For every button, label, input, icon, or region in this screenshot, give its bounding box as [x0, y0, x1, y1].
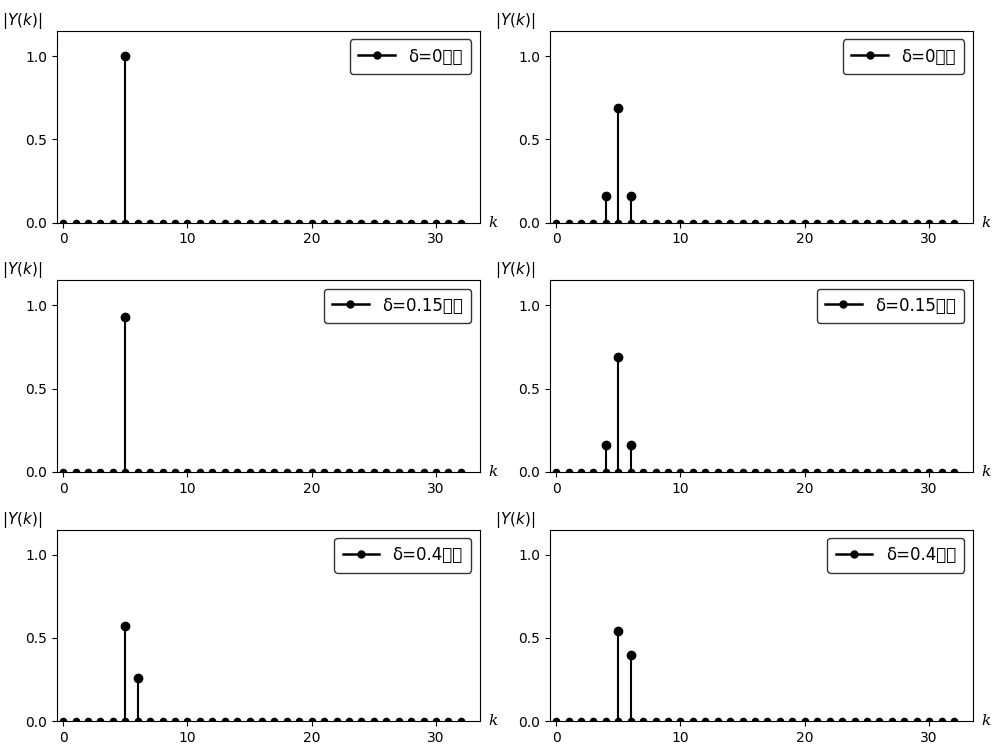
Legend: δ=0.15无窗: δ=0.15无窗	[324, 289, 471, 324]
Legend: δ=0.4无窗: δ=0.4无窗	[334, 538, 471, 572]
Text: k: k	[981, 465, 990, 479]
Legend: δ=0双窗: δ=0双窗	[843, 39, 964, 74]
Text: k: k	[981, 714, 990, 728]
Text: $|Y(k)|$: $|Y(k)|$	[495, 510, 535, 529]
Text: $|Y(k)|$: $|Y(k)|$	[2, 510, 42, 529]
Legend: δ=0.15双窗: δ=0.15双窗	[817, 289, 964, 324]
Legend: δ=0.4双窗: δ=0.4双窗	[827, 538, 964, 572]
Text: k: k	[981, 215, 990, 230]
Text: k: k	[488, 215, 497, 230]
Text: $|Y(k)|$: $|Y(k)|$	[2, 260, 42, 280]
Text: $|Y(k)|$: $|Y(k)|$	[495, 11, 535, 31]
Legend: δ=0无窗: δ=0无窗	[350, 39, 471, 74]
Text: k: k	[488, 714, 497, 728]
Text: k: k	[488, 465, 497, 479]
Text: $|Y(k)|$: $|Y(k)|$	[495, 260, 535, 280]
Text: $|Y(k)|$: $|Y(k)|$	[2, 11, 42, 31]
